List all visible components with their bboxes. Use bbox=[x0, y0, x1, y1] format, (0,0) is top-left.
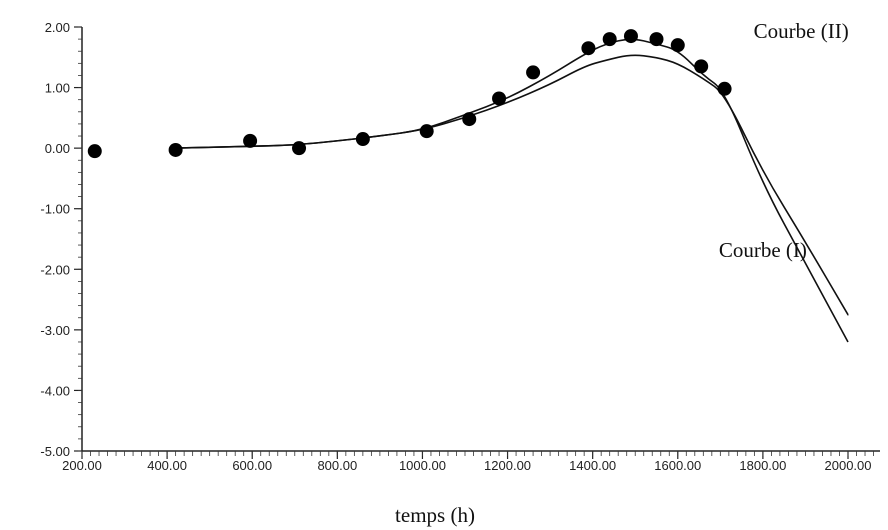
x-tick-label: 800.00 bbox=[317, 458, 357, 473]
x-tick-label: 1400.00 bbox=[569, 458, 616, 473]
y-tick-label: -4.00 bbox=[40, 383, 70, 398]
y-tick-label: -2.00 bbox=[40, 262, 70, 277]
series-layer bbox=[175, 38, 849, 343]
data-point bbox=[87, 144, 102, 159]
label-layer: Courbe (II) Courbe (I) bbox=[719, 19, 849, 262]
x-tick-label: 200.00 bbox=[62, 458, 102, 473]
data-point bbox=[462, 112, 477, 127]
data-point bbox=[694, 59, 709, 74]
data-point bbox=[623, 29, 638, 44]
axes: 2.001.000.00-1.00-2.00-3.00-4.00-5.00200… bbox=[40, 20, 880, 473]
y-tick-label: 0.00 bbox=[45, 141, 70, 156]
marker-layer bbox=[87, 29, 732, 159]
x-tick-label: 2000.00 bbox=[825, 458, 872, 473]
series-line-courbe-i bbox=[175, 54, 849, 316]
x-tick-label: 400.00 bbox=[147, 458, 187, 473]
data-point bbox=[419, 124, 434, 139]
series-line-courbe-ii bbox=[175, 38, 849, 343]
y-tick-label: 1.00 bbox=[45, 81, 70, 96]
data-point bbox=[649, 32, 664, 47]
data-point bbox=[492, 91, 507, 106]
data-point bbox=[168, 142, 183, 157]
x-tick-label: 1600.00 bbox=[654, 458, 701, 473]
data-point bbox=[292, 141, 307, 156]
data-point bbox=[717, 81, 732, 96]
data-point bbox=[581, 41, 596, 56]
x-tick-label: 1000.00 bbox=[399, 458, 446, 473]
curve-label-courbe-i: Courbe (I) bbox=[719, 238, 807, 262]
data-point bbox=[355, 132, 370, 147]
x-tick-label: 600.00 bbox=[232, 458, 272, 473]
x-tick-label: 1200.00 bbox=[484, 458, 531, 473]
y-tick-label: -3.00 bbox=[40, 323, 70, 338]
data-point bbox=[526, 65, 541, 80]
curve-label-courbe-ii: Courbe (II) bbox=[754, 19, 849, 43]
x-tick-label: 1800.00 bbox=[739, 458, 786, 473]
y-tick-label: -1.00 bbox=[40, 202, 70, 217]
y-tick-label: -5.00 bbox=[40, 444, 70, 459]
data-point bbox=[670, 38, 685, 53]
data-point bbox=[243, 133, 258, 148]
y-tick-label: 2.00 bbox=[45, 20, 70, 35]
x-axis-title: temps (h) bbox=[395, 503, 475, 527]
data-point bbox=[602, 32, 617, 47]
